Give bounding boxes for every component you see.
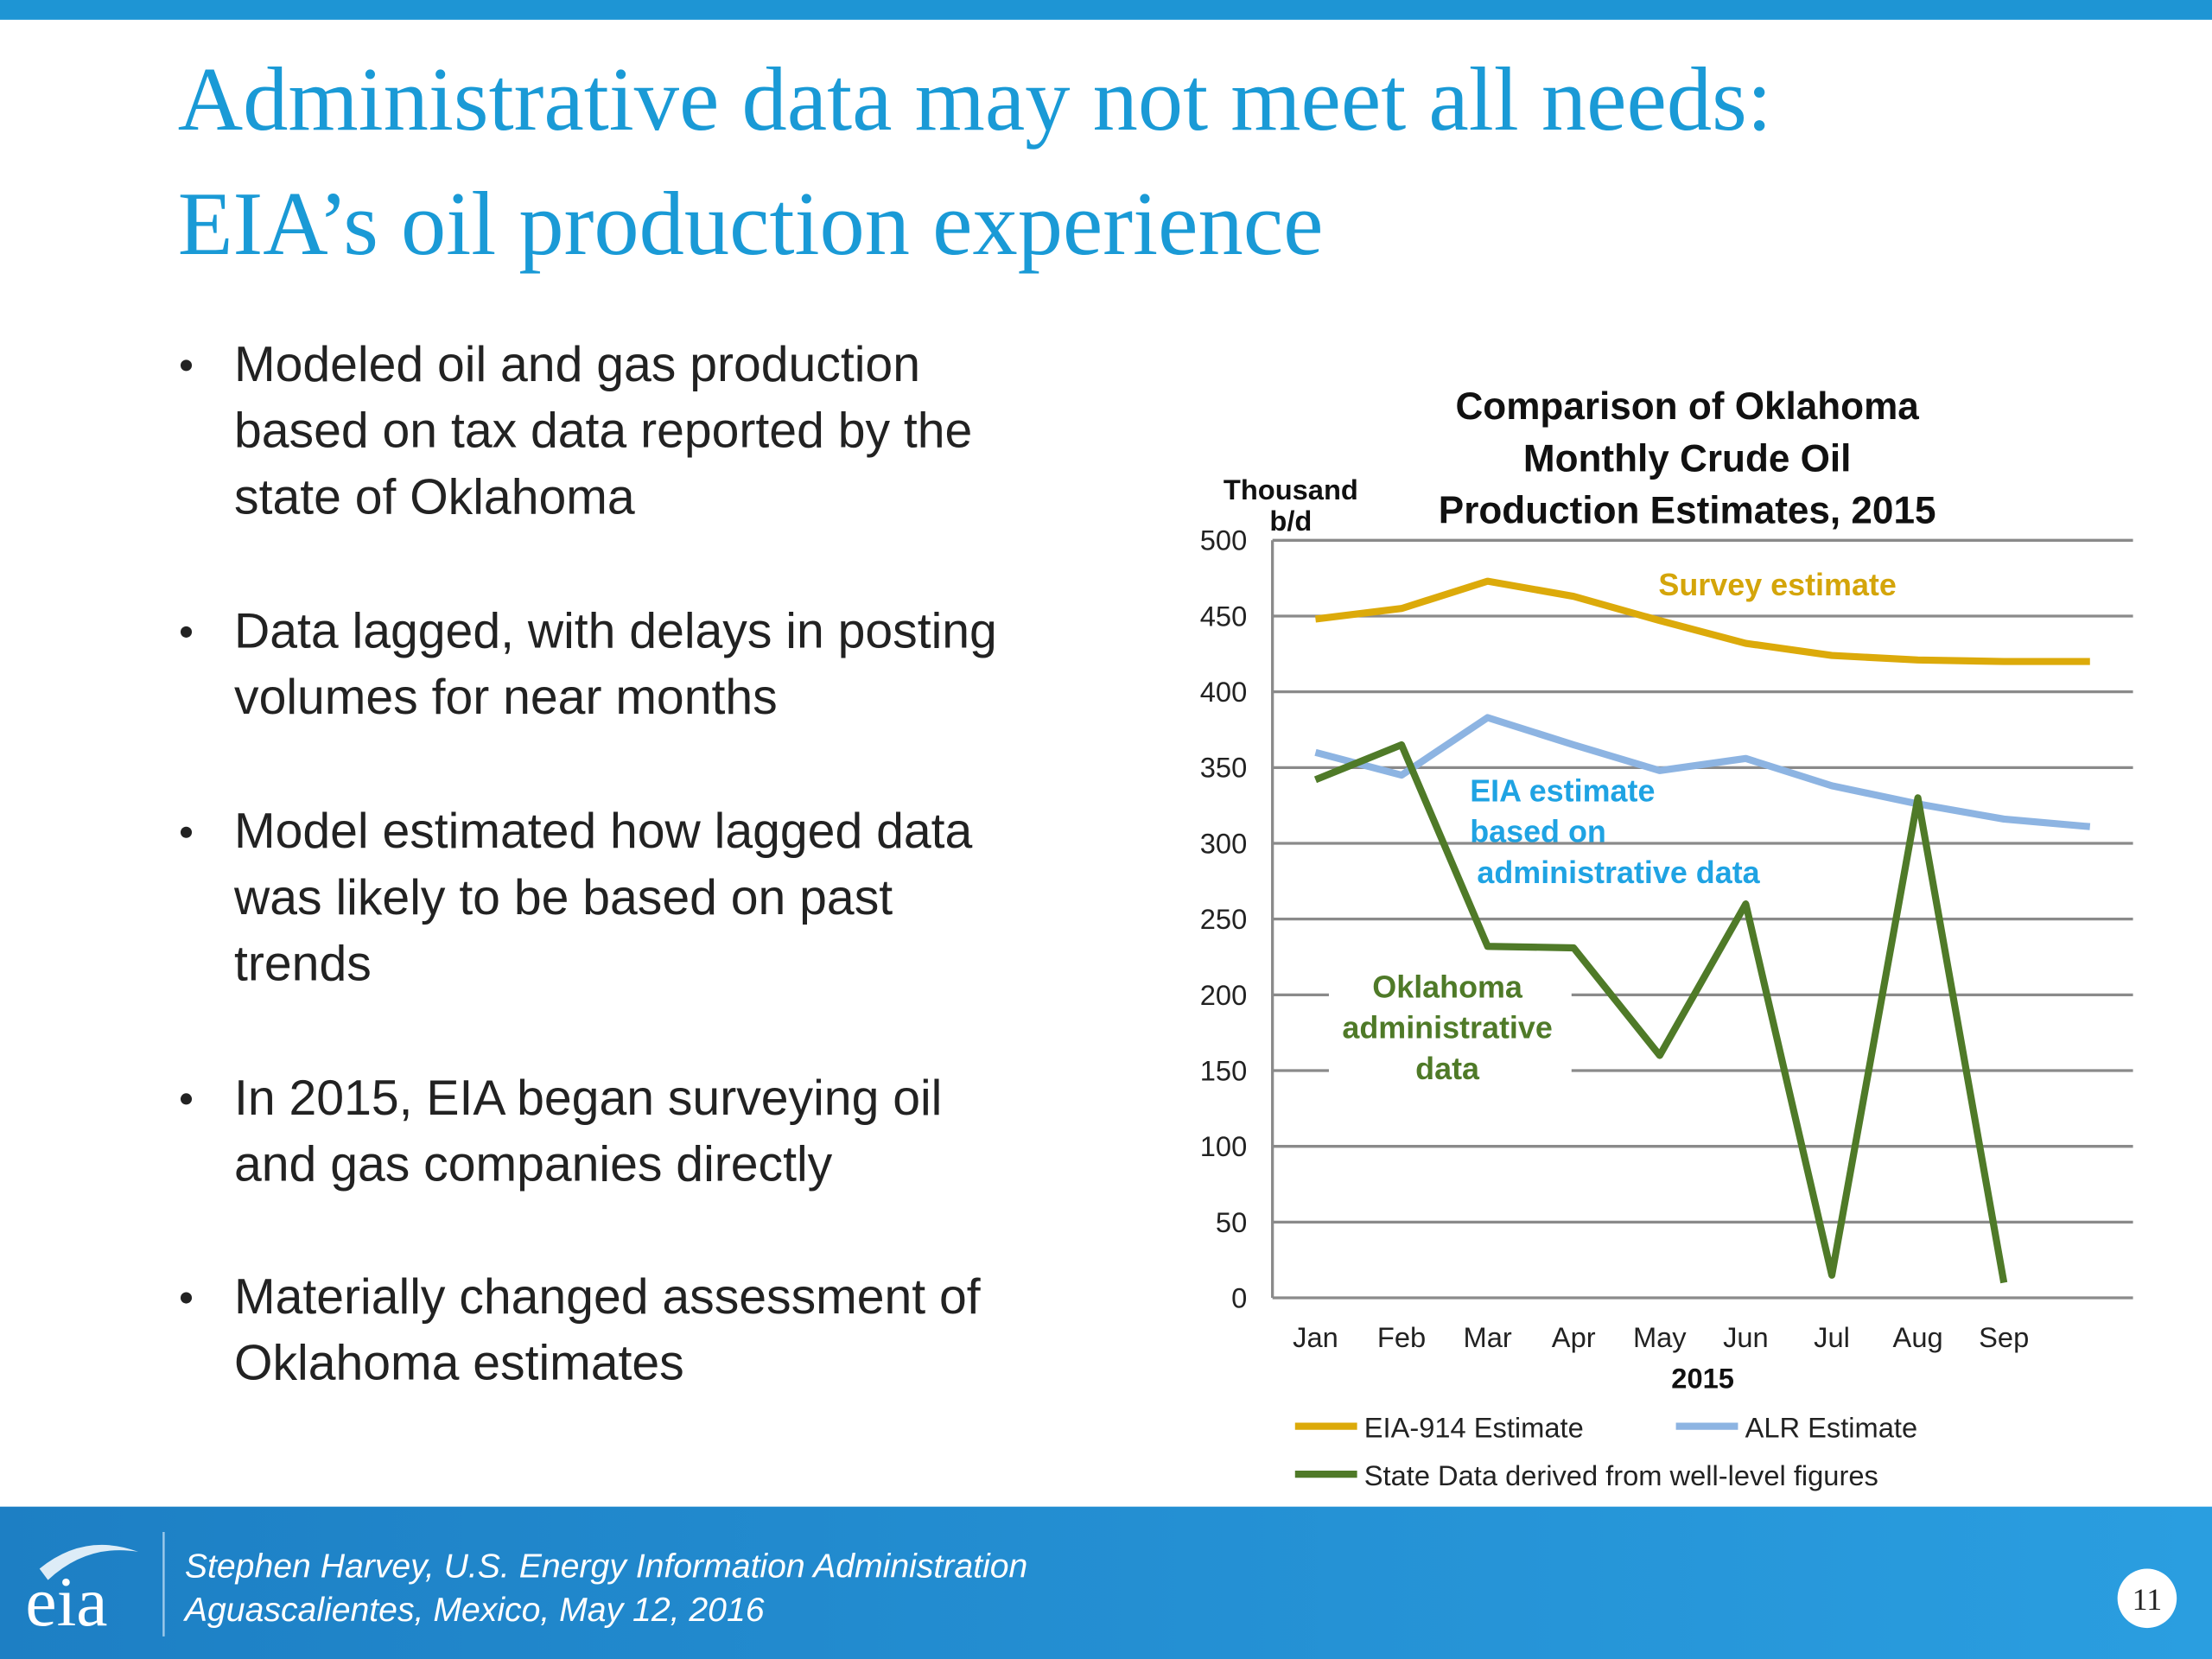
bullet-text: Materially changed assessment of — [234, 1269, 981, 1325]
y-axis-label: b/d — [1269, 505, 1312, 537]
series-line — [1314, 714, 2091, 830]
bullet-dot — [180, 359, 193, 372]
y-tick-label: 50 — [1216, 1206, 1247, 1238]
x-axis-label: 2015 — [1671, 1363, 1734, 1395]
y-tick-label: 100 — [1200, 1130, 1247, 1162]
annotation: administrative data — [1477, 855, 1760, 890]
logo-swoosh — [39, 1544, 138, 1580]
bullet-text: In 2015, EIA began surveying oil — [234, 1071, 942, 1126]
y-tick-label: 350 — [1200, 752, 1247, 784]
annotation: Survey estimate — [1658, 567, 1896, 602]
x-tick-label: Aug — [1893, 1321, 1943, 1353]
bullet-text: trends — [234, 937, 372, 992]
page-badge — [2117, 1568, 2177, 1629]
legend-label: State Data derived from well-level figur… — [1364, 1459, 1878, 1491]
bullet-text: Model estimated how lagged data — [234, 804, 972, 859]
y-tick-label: 500 — [1200, 524, 1247, 556]
x-tick-label: Feb — [1377, 1321, 1426, 1353]
footer-logo: eia — [25, 1562, 107, 1641]
legend-label: EIA-914 Estimate — [1364, 1412, 1584, 1444]
bullet-text: was likely to be based on past — [233, 870, 893, 925]
x-tick-label: Apr — [1552, 1321, 1596, 1353]
series-line — [1314, 577, 2090, 665]
annotation: based on — [1470, 814, 1606, 849]
legend-label: ALR Estimate — [1745, 1412, 1918, 1444]
x-tick-label: Jul — [1814, 1321, 1850, 1353]
annotation: EIA estimate — [1470, 772, 1655, 808]
x-tick-label: Sep — [1979, 1321, 2029, 1353]
annotation-background — [1328, 968, 1572, 1084]
annotation: data — [1415, 1051, 1480, 1086]
chart-title: Monthly Crude Oil — [1523, 437, 1852, 480]
bullet-dot — [180, 1093, 193, 1105]
y-axis-label: Thousand — [1224, 474, 1358, 505]
bullet-dot — [180, 826, 193, 838]
chart-title: Production Estimates, 2015 — [1439, 490, 1936, 532]
bullet-text: Oklahoma estimates — [234, 1336, 684, 1391]
x-tick-label: Jan — [1293, 1321, 1338, 1353]
y-tick-label: 450 — [1200, 600, 1247, 632]
bullet-dot — [180, 626, 193, 638]
y-tick-label: 200 — [1200, 979, 1247, 1011]
bullet-text: volumes for near months — [234, 670, 778, 725]
footer-text: Stephen Harvey, U.S. Energy Information … — [185, 1548, 1027, 1585]
top-bar — [0, 0, 2212, 20]
footer-bar — [0, 1506, 2212, 1659]
chart-title: Comparison of Oklahoma — [1455, 385, 1919, 428]
slide-title: Administrative data may not meet all nee… — [178, 49, 1772, 149]
bullet-text: based on tax data reported by the — [234, 404, 972, 459]
y-tick-label: 0 — [1231, 1281, 1247, 1313]
slide-title: EIA’s oil production experience — [178, 174, 1324, 274]
x-tick-label: Jun — [1723, 1321, 1769, 1353]
annotation: administrative — [1342, 1010, 1552, 1046]
annotation: Oklahoma — [1372, 969, 1523, 1004]
bullet-dot — [180, 1292, 193, 1304]
footer-text: Aguascalientes, Mexico, May 12, 2016 — [183, 1592, 765, 1629]
y-tick-label: 400 — [1200, 676, 1247, 708]
y-tick-label: 300 — [1200, 827, 1247, 859]
bullet-text: state of Oklahoma — [234, 469, 635, 524]
bullet-text: Data lagged, with delays in posting — [234, 603, 997, 658]
bullet-text: and gas companies directly — [234, 1137, 833, 1192]
x-tick-label: Mar — [1464, 1321, 1512, 1353]
bullet-text: Modeled oil and gas production — [234, 337, 920, 392]
series-line — [1313, 741, 2008, 1284]
y-tick-label: 250 — [1200, 903, 1247, 935]
y-tick-label: 150 — [1200, 1054, 1247, 1086]
page-number: 11 — [2133, 1582, 2163, 1617]
x-tick-label: May — [1633, 1321, 1687, 1353]
